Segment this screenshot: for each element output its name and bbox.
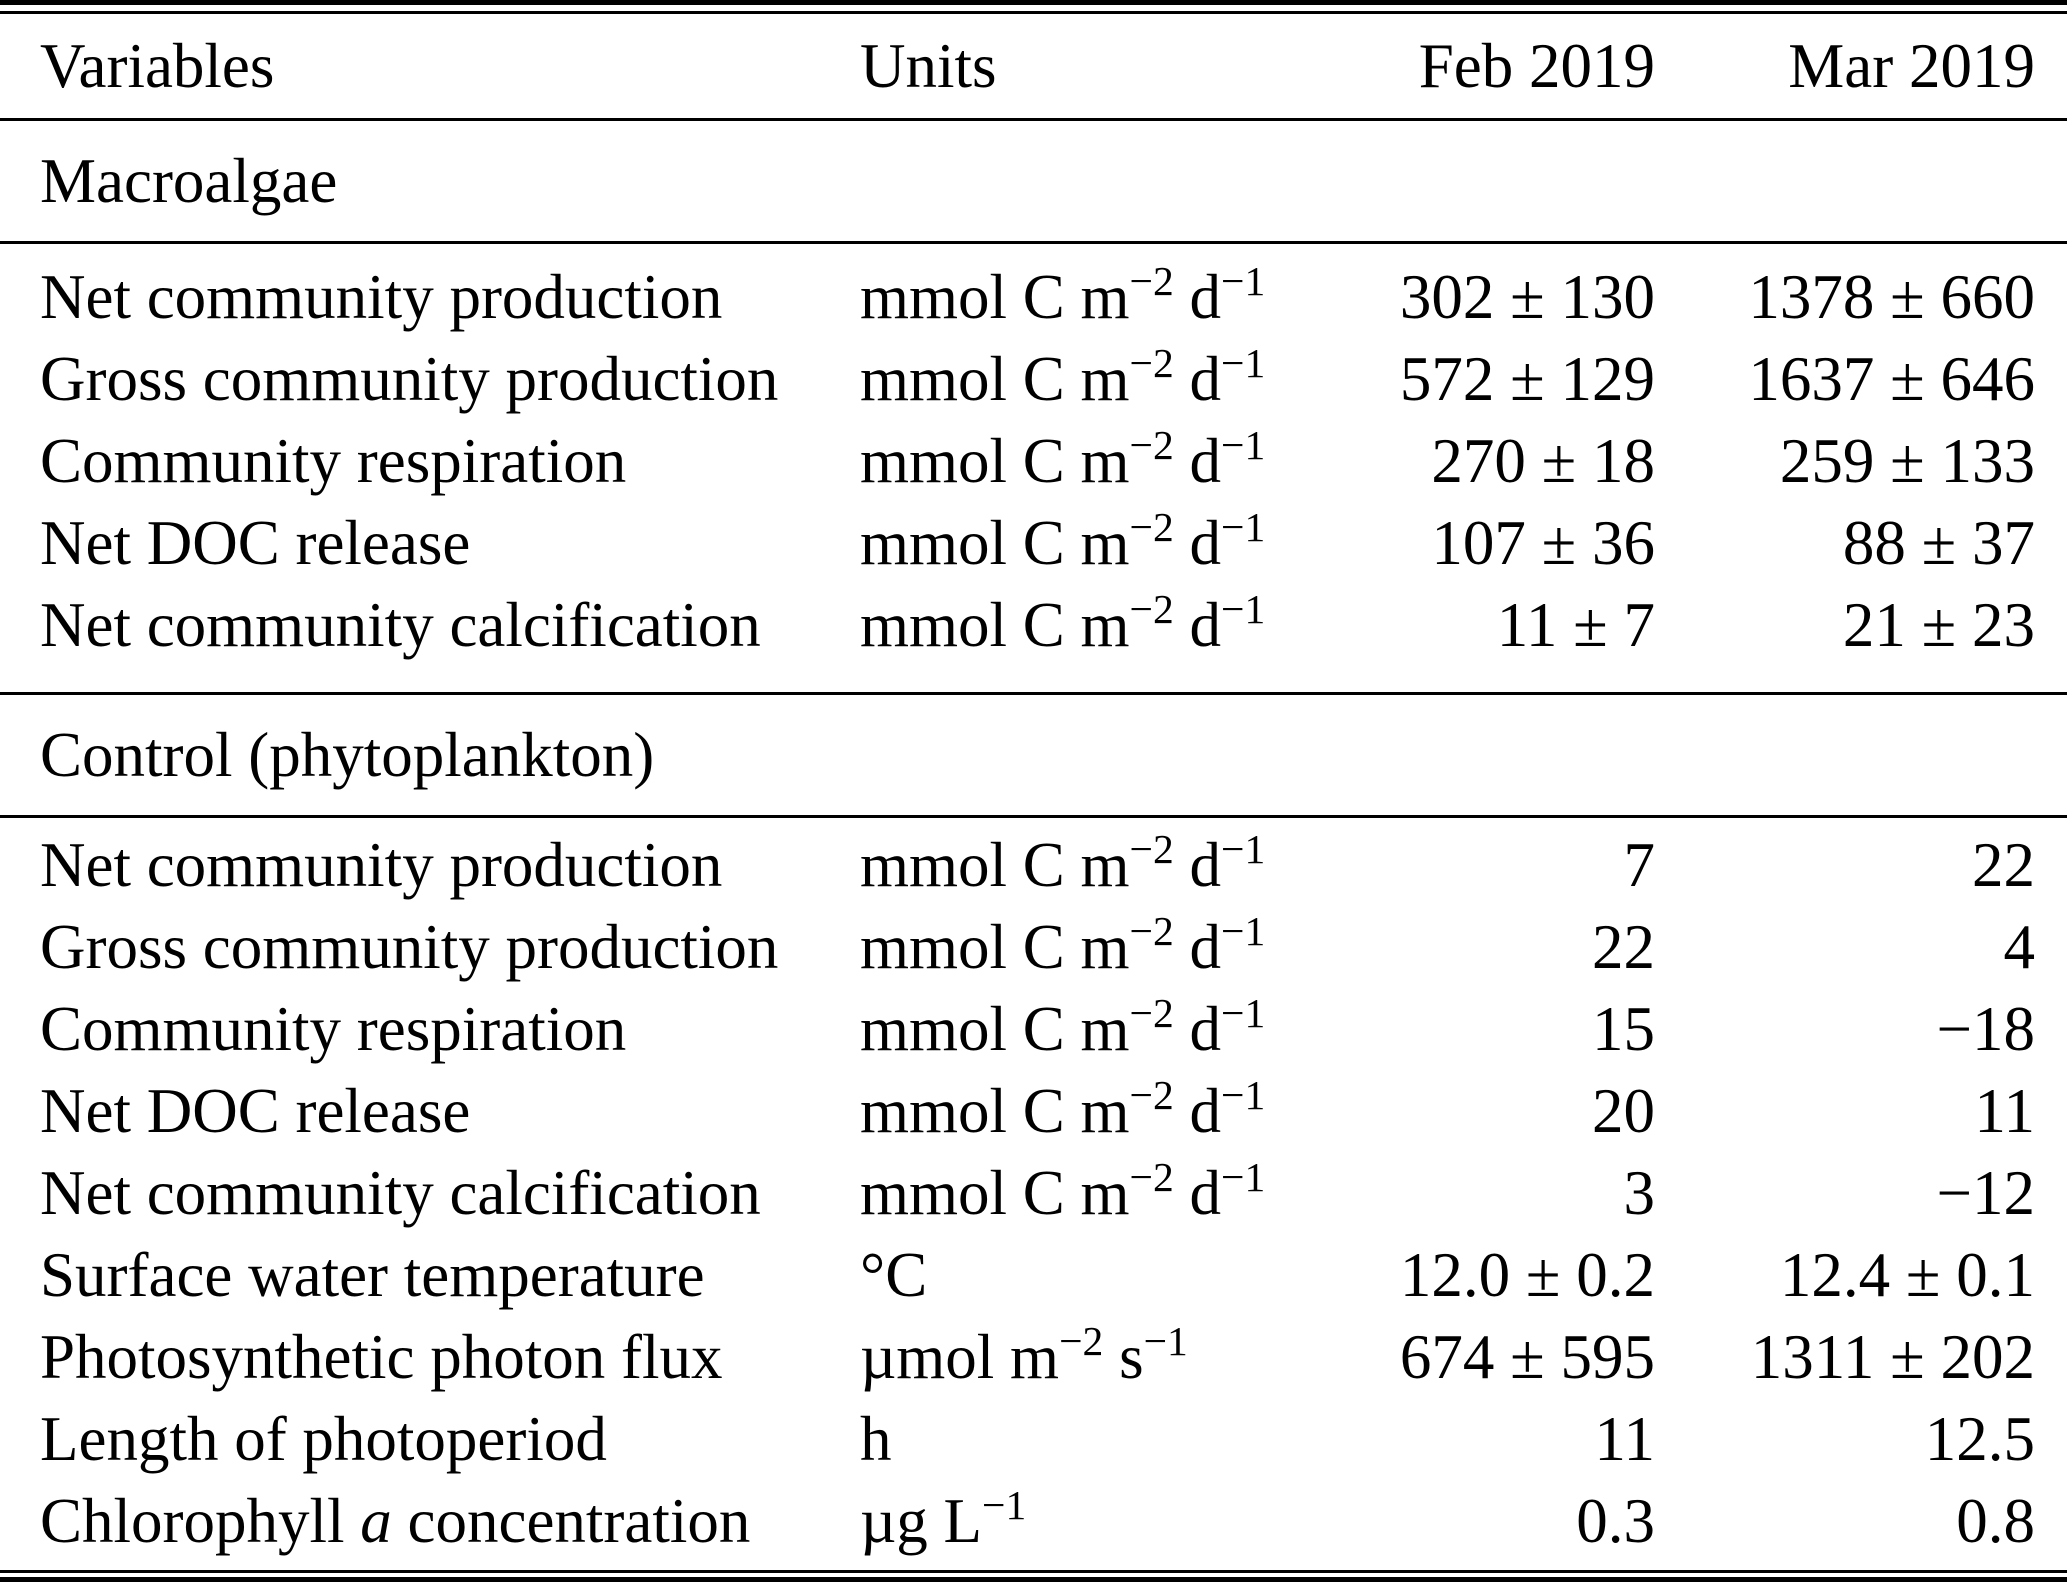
- variable-cell: Net community calcification: [40, 1157, 761, 1228]
- table-row: Net community calcification mmol C m−2 d…: [0, 584, 2067, 666]
- feb-value-cell: 572 ± 129: [1399, 343, 1655, 414]
- feb-value-cell: 302 ± 130: [1399, 261, 1655, 332]
- section-header-macroalgae: Macroalgae: [0, 121, 2067, 241]
- table-row: Chlorophyll a concentration µg L−1 0.3 0…: [0, 1480, 2067, 1562]
- mar-value-cell: 4: [2003, 911, 2036, 982]
- macroalgae-rows: Net community production mmol C m−2 d−1 …: [0, 244, 2067, 692]
- variable-cell: Net community production: [40, 829, 723, 900]
- variable-cell: Photosynthetic photon flux: [40, 1321, 723, 1392]
- bottom-thin-rule: [0, 1570, 2067, 1573]
- variable-cell: Surface water temperature: [40, 1239, 705, 1310]
- mar-value-cell: 11: [1974, 1075, 2035, 1146]
- feb-value-cell: 107 ± 36: [1431, 507, 1655, 578]
- feb-value-cell: 22: [1592, 911, 1655, 982]
- variable-cell: Community respiration: [40, 425, 627, 496]
- section-header-control-phytoplankton: Control (phytoplankton): [0, 695, 2067, 815]
- table-row: Net community calcification mmol C m−2 d…: [0, 1152, 2067, 1234]
- units-cell: °C: [860, 1239, 928, 1310]
- table-row: Net DOC release mmol C m−2 d−1 107 ± 36 …: [0, 502, 2067, 584]
- control-rows: Net community production mmol C m−2 d−1 …: [0, 818, 2067, 1570]
- variable-cell: Community respiration: [40, 993, 627, 1064]
- feb-value-cell: 7: [1623, 829, 1656, 900]
- mar-value-cell: 12.5: [1924, 1403, 2035, 1474]
- units-cell: µg L−1: [860, 1481, 1027, 1556]
- feb-value-cell: 3: [1623, 1157, 1656, 1228]
- variable-cell: Length of photoperiod: [40, 1403, 607, 1474]
- mar-value-cell: 259 ± 133: [1779, 425, 2035, 496]
- units-cell: h: [860, 1403, 892, 1474]
- variable-cell: Gross community production: [40, 343, 779, 414]
- variable-cell: Chlorophyll a concentration: [40, 1485, 751, 1556]
- units-cell: mmol C m−2 d−1: [860, 1153, 1266, 1228]
- units-cell: mmol C m−2 d−1: [860, 585, 1266, 660]
- units-cell: mmol C m−2 d−1: [860, 825, 1266, 900]
- units-cell: mmol C m−2 d−1: [860, 421, 1266, 496]
- mar-value-cell: 0.8: [1956, 1485, 2035, 1556]
- units-cell: mmol C m−2 d−1: [860, 257, 1266, 332]
- variable-cell: Gross community production: [40, 911, 779, 982]
- table-row: Photosynthetic photon flux µmol m−2 s−1 …: [0, 1316, 2067, 1398]
- macroalgae-divider-rule: [0, 241, 2067, 244]
- control-top-rule: [0, 692, 2067, 695]
- units-cell: mmol C m−2 d−1: [860, 907, 1266, 982]
- mar-value-cell: 88 ± 37: [1842, 507, 2035, 578]
- top-thin-rule: [0, 11, 2067, 14]
- column-header-units: Units: [860, 30, 997, 101]
- control-divider-rule: [0, 815, 2067, 818]
- mar-value-cell: 12.4 ± 0.1: [1779, 1239, 2035, 1310]
- table-row: Surface water temperature °C 12.0 ± 0.2 …: [0, 1234, 2067, 1316]
- feb-value-cell: 270 ± 18: [1431, 425, 1655, 496]
- feb-value-cell: 674 ± 595: [1399, 1321, 1655, 1392]
- feb-value-cell: 20: [1592, 1075, 1655, 1146]
- variable-cell: Net community calcification: [40, 589, 761, 660]
- mar-value-cell: 1637 ± 646: [1748, 343, 2035, 414]
- column-header-mar-2019: Mar 2019: [1788, 30, 2035, 101]
- top-thick-rule: [0, 0, 2067, 5]
- units-cell: mmol C m−2 d−1: [860, 989, 1266, 1064]
- feb-value-cell: 11 ± 7: [1496, 589, 1655, 660]
- table-row: Length of photoperiod h 11 12.5: [0, 1398, 2067, 1480]
- feb-value-cell: 11: [1594, 1403, 1655, 1474]
- mar-value-cell: 1378 ± 660: [1748, 261, 2035, 332]
- units-cell: µmol m−2 s−1: [860, 1317, 1188, 1392]
- mar-value-cell: −12: [1936, 1157, 2035, 1228]
- table-row: Net DOC release mmol C m−2 d−1 20 11: [0, 1070, 2067, 1152]
- feb-value-cell: 0.3: [1576, 1485, 1655, 1556]
- bottom-thick-rule: [0, 1577, 2067, 1582]
- header-divider-rule: [0, 118, 2067, 121]
- table-row: Gross community production mmol C m−2 d−…: [0, 906, 2067, 988]
- column-header-variables: Variables: [40, 30, 275, 101]
- units-cell: mmol C m−2 d−1: [860, 1071, 1266, 1146]
- variable-cell: Net community production: [40, 261, 723, 332]
- mar-value-cell: −18: [1936, 993, 2035, 1064]
- feb-value-cell: 12.0 ± 0.2: [1399, 1239, 1655, 1310]
- table-row: Net community production mmol C m−2 d−1 …: [0, 824, 2067, 906]
- units-cell: mmol C m−2 d−1: [860, 503, 1266, 578]
- variable-cell: Net DOC release: [40, 507, 471, 578]
- column-header-feb-2019: Feb 2019: [1418, 30, 1655, 101]
- table-row: Community respiration mmol C m−2 d−1 15 …: [0, 988, 2067, 1070]
- mar-value-cell: 22: [1972, 829, 2035, 900]
- mar-value-cell: 1311 ± 202: [1750, 1321, 2035, 1392]
- table-row: Net community production mmol C m−2 d−1 …: [0, 256, 2067, 338]
- table-row: Community respiration mmol C m−2 d−1 270…: [0, 420, 2067, 502]
- section-title: Control (phytoplankton): [40, 719, 655, 790]
- mar-value-cell: 21 ± 23: [1842, 589, 2035, 660]
- variable-cell: Net DOC release: [40, 1075, 471, 1146]
- table-row: Gross community production mmol C m−2 d−…: [0, 338, 2067, 420]
- table-header-row: Variables Units Feb 2019 Mar 2019: [0, 14, 2067, 118]
- section-title: Macroalgae: [40, 145, 338, 216]
- units-cell: mmol C m−2 d−1: [860, 339, 1266, 414]
- feb-value-cell: 15: [1592, 993, 1655, 1064]
